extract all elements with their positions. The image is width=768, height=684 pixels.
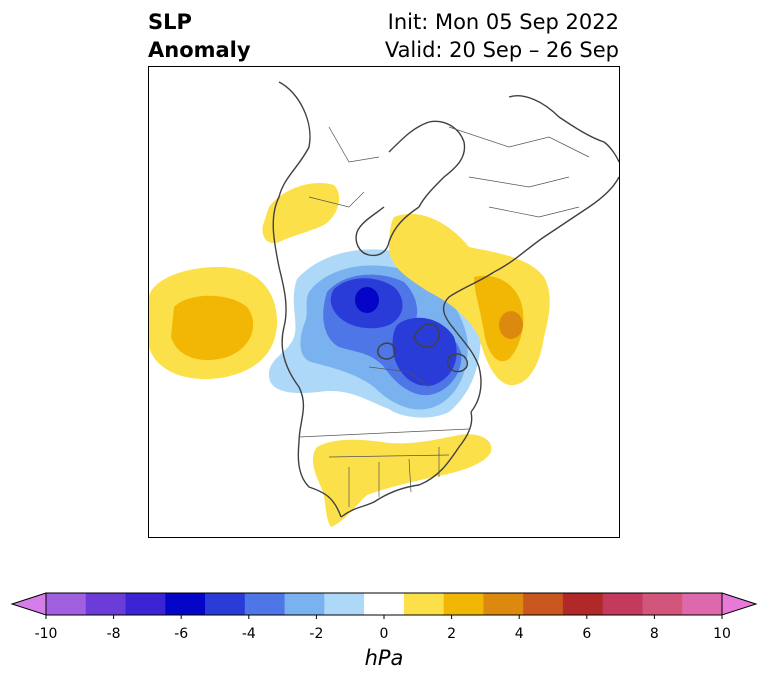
map-dates: Init: Mon 05 Sep 2022 Valid: 20 Sep – 26… (385, 8, 619, 64)
init-date: Init: Mon 05 Sep 2022 (387, 10, 619, 34)
colorbar-unit: hPa (364, 646, 404, 670)
colorbar-tick-label: 2 (447, 626, 457, 642)
colorbar-segment (125, 593, 166, 615)
title-variable: SLP (148, 10, 192, 34)
colorbar-tick-label: 0 (379, 626, 389, 642)
map-canvas (149, 81, 619, 527)
anomaly-eurasia-high (389, 213, 550, 386)
colorbar-segment (523, 593, 564, 615)
colorbar-tick-label: 10 (713, 626, 731, 642)
colorbar-segment (46, 593, 87, 615)
colorbar-segment (642, 593, 683, 615)
colorbar-segment (483, 593, 524, 615)
colorbar-tick-label: -10 (34, 626, 58, 642)
valid-range: Valid: 20 Sep – 26 Sep (384, 38, 619, 62)
colorbar-tick-label: -2 (309, 626, 324, 642)
colorbar-tick-label: 6 (582, 626, 592, 642)
colorbar (10, 592, 758, 619)
map-title: SLP Anomaly (148, 8, 251, 64)
slp-anomaly-map (148, 66, 620, 538)
colorbar-tick-label: -6 (174, 626, 189, 642)
colorbar-tick-label: -8 (106, 626, 121, 642)
colorbar-segment (602, 593, 643, 615)
coastlines (272, 81, 619, 518)
colorbar-extend-max (721, 592, 758, 616)
title-variable-sub: Anomaly (148, 38, 251, 62)
colorbar-segment (324, 593, 365, 615)
colorbar-segment (403, 593, 445, 615)
colorbar-tick-label: 8 (649, 626, 659, 642)
colorbar-extend-min (10, 592, 47, 616)
colorbar-segment (205, 593, 246, 615)
colorbar-tick-label: 4 (514, 626, 524, 642)
anomaly-us-high (312, 434, 492, 527)
colorbar-segment (284, 593, 325, 615)
colorbar-segment (443, 593, 484, 615)
colorbar-segment (244, 593, 286, 615)
colorbar-segment (682, 593, 723, 615)
anomaly-pacific-high (149, 267, 277, 380)
anomaly-arctic-low (268, 249, 481, 418)
colorbar-segment (562, 593, 604, 615)
colorbar-segment (85, 593, 127, 615)
country-borders (298, 126, 590, 507)
colorbar-tick-label: -4 (241, 626, 256, 642)
anomaly-siberia-high (262, 183, 340, 244)
colorbar-segment (165, 593, 206, 615)
colorbar-segment (364, 593, 405, 615)
